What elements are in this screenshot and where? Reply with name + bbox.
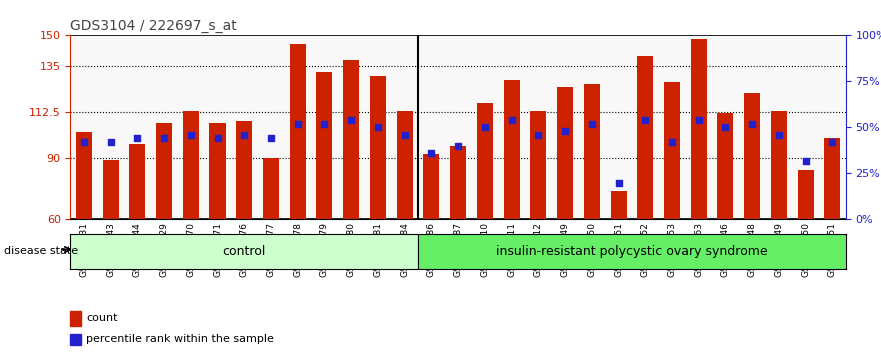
- Text: percentile rank within the sample: percentile rank within the sample: [86, 334, 274, 344]
- Bar: [584, 85, 600, 342]
- Bar: [263, 158, 279, 342]
- Point: [505, 117, 519, 123]
- Bar: [236, 121, 252, 342]
- Point: [264, 136, 278, 141]
- Bar: [130, 144, 145, 342]
- Point: [130, 136, 144, 141]
- Bar: [557, 86, 573, 342]
- Bar: [504, 80, 520, 342]
- Bar: [530, 111, 546, 342]
- Point: [478, 125, 492, 130]
- Bar: [637, 56, 654, 342]
- Point: [585, 121, 599, 127]
- Bar: [797, 170, 814, 342]
- Bar: [210, 123, 226, 342]
- Bar: [477, 103, 492, 342]
- Bar: [771, 111, 787, 342]
- Point: [638, 117, 652, 123]
- Point: [825, 139, 840, 145]
- Text: disease state: disease state: [4, 246, 78, 256]
- Point: [558, 128, 572, 134]
- Point: [317, 121, 331, 127]
- Point: [611, 180, 626, 185]
- Point: [344, 117, 359, 123]
- Bar: [370, 76, 386, 342]
- Point: [451, 143, 465, 149]
- Point: [798, 158, 812, 164]
- Bar: [70, 35, 418, 219]
- Point: [665, 139, 679, 145]
- Bar: [182, 111, 199, 342]
- Point: [772, 132, 786, 138]
- Bar: [102, 160, 119, 342]
- Bar: [70, 334, 81, 345]
- Text: control: control: [223, 245, 266, 258]
- Bar: [76, 132, 92, 342]
- Point: [718, 125, 732, 130]
- Bar: [664, 82, 680, 342]
- Point: [157, 136, 171, 141]
- Point: [237, 132, 251, 138]
- Point: [77, 139, 91, 145]
- Bar: [717, 113, 734, 342]
- Bar: [396, 111, 412, 342]
- Bar: [156, 123, 172, 342]
- Bar: [611, 191, 626, 342]
- Bar: [450, 146, 466, 342]
- Bar: [290, 44, 306, 342]
- Point: [531, 132, 545, 138]
- Text: insulin-resistant polycystic ovary syndrome: insulin-resistant polycystic ovary syndr…: [496, 245, 767, 258]
- Bar: [691, 40, 707, 342]
- Bar: [316, 72, 332, 342]
- Text: GDS3104 / 222697_s_at: GDS3104 / 222697_s_at: [70, 19, 237, 33]
- Point: [291, 121, 305, 127]
- Bar: [424, 154, 440, 342]
- Point: [184, 132, 198, 138]
- Point: [397, 132, 411, 138]
- Bar: [344, 60, 359, 342]
- Bar: [825, 138, 840, 342]
- Bar: [744, 93, 760, 342]
- Bar: [70, 311, 81, 326]
- Point: [104, 139, 118, 145]
- Point: [371, 125, 385, 130]
- Point: [211, 136, 225, 141]
- Point: [692, 117, 706, 123]
- Point: [425, 150, 439, 156]
- Text: count: count: [86, 313, 117, 323]
- Point: [745, 121, 759, 127]
